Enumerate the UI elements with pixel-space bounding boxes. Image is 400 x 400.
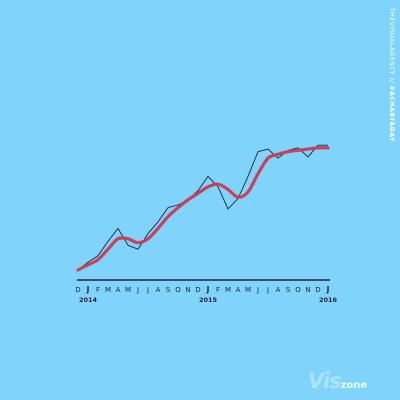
x-tick-label: N bbox=[185, 286, 190, 294]
series-lines bbox=[76, 144, 330, 272]
logo-zone-text: zone bbox=[340, 380, 368, 391]
x-tick-label: F bbox=[216, 286, 220, 294]
x-tick-label: J bbox=[136, 286, 139, 294]
x-tick-label: N bbox=[305, 286, 310, 294]
x-tick-label: J bbox=[256, 286, 259, 294]
x-tick-label: J bbox=[146, 286, 149, 294]
x-tick-label: J bbox=[266, 286, 269, 294]
x-tick-label: A bbox=[276, 286, 281, 294]
x-tick-label: D bbox=[315, 286, 320, 294]
x-tick-label: M bbox=[105, 286, 111, 294]
x-tick-label: O bbox=[175, 286, 181, 294]
x-tick-label: S bbox=[286, 286, 291, 294]
x-tick-label: A bbox=[156, 286, 161, 294]
logo-vis-text: Vis bbox=[308, 369, 342, 393]
viszone-logo: Viszone bbox=[308, 369, 367, 393]
year-label: 2016 bbox=[319, 296, 338, 304]
side-credit: THEVISUALAGENCY // #ACHARTADAY bbox=[388, 8, 395, 142]
x-tick-label: F bbox=[96, 286, 100, 294]
side-credit-tag: #ACHARTADAY bbox=[388, 85, 395, 142]
x-tick-label: A bbox=[236, 286, 241, 294]
x-tick-label: M bbox=[125, 286, 131, 294]
x-tick-label: D bbox=[195, 286, 200, 294]
x-tick-label: J bbox=[326, 285, 330, 294]
year-labels: 2014 2015 2016 bbox=[79, 296, 338, 304]
x-tick-label: J bbox=[86, 285, 90, 294]
x-tick-label: A bbox=[116, 286, 121, 294]
series-line-smoothed bbox=[76, 146, 330, 272]
side-credit-separator: // bbox=[388, 75, 395, 86]
year-label: 2015 bbox=[199, 296, 218, 304]
x-tick-label: M bbox=[225, 286, 231, 294]
side-credit-site: THEVISUALAGENCY bbox=[388, 8, 395, 76]
series-line-monthly bbox=[77, 144, 328, 271]
x-tick-label: O bbox=[295, 286, 301, 294]
x-tick-label: J bbox=[206, 285, 210, 294]
x-tick-label: S bbox=[166, 286, 171, 294]
x-tick-label: D bbox=[75, 286, 80, 294]
x-tick-label: M bbox=[245, 286, 251, 294]
year-label: 2014 bbox=[79, 296, 98, 304]
